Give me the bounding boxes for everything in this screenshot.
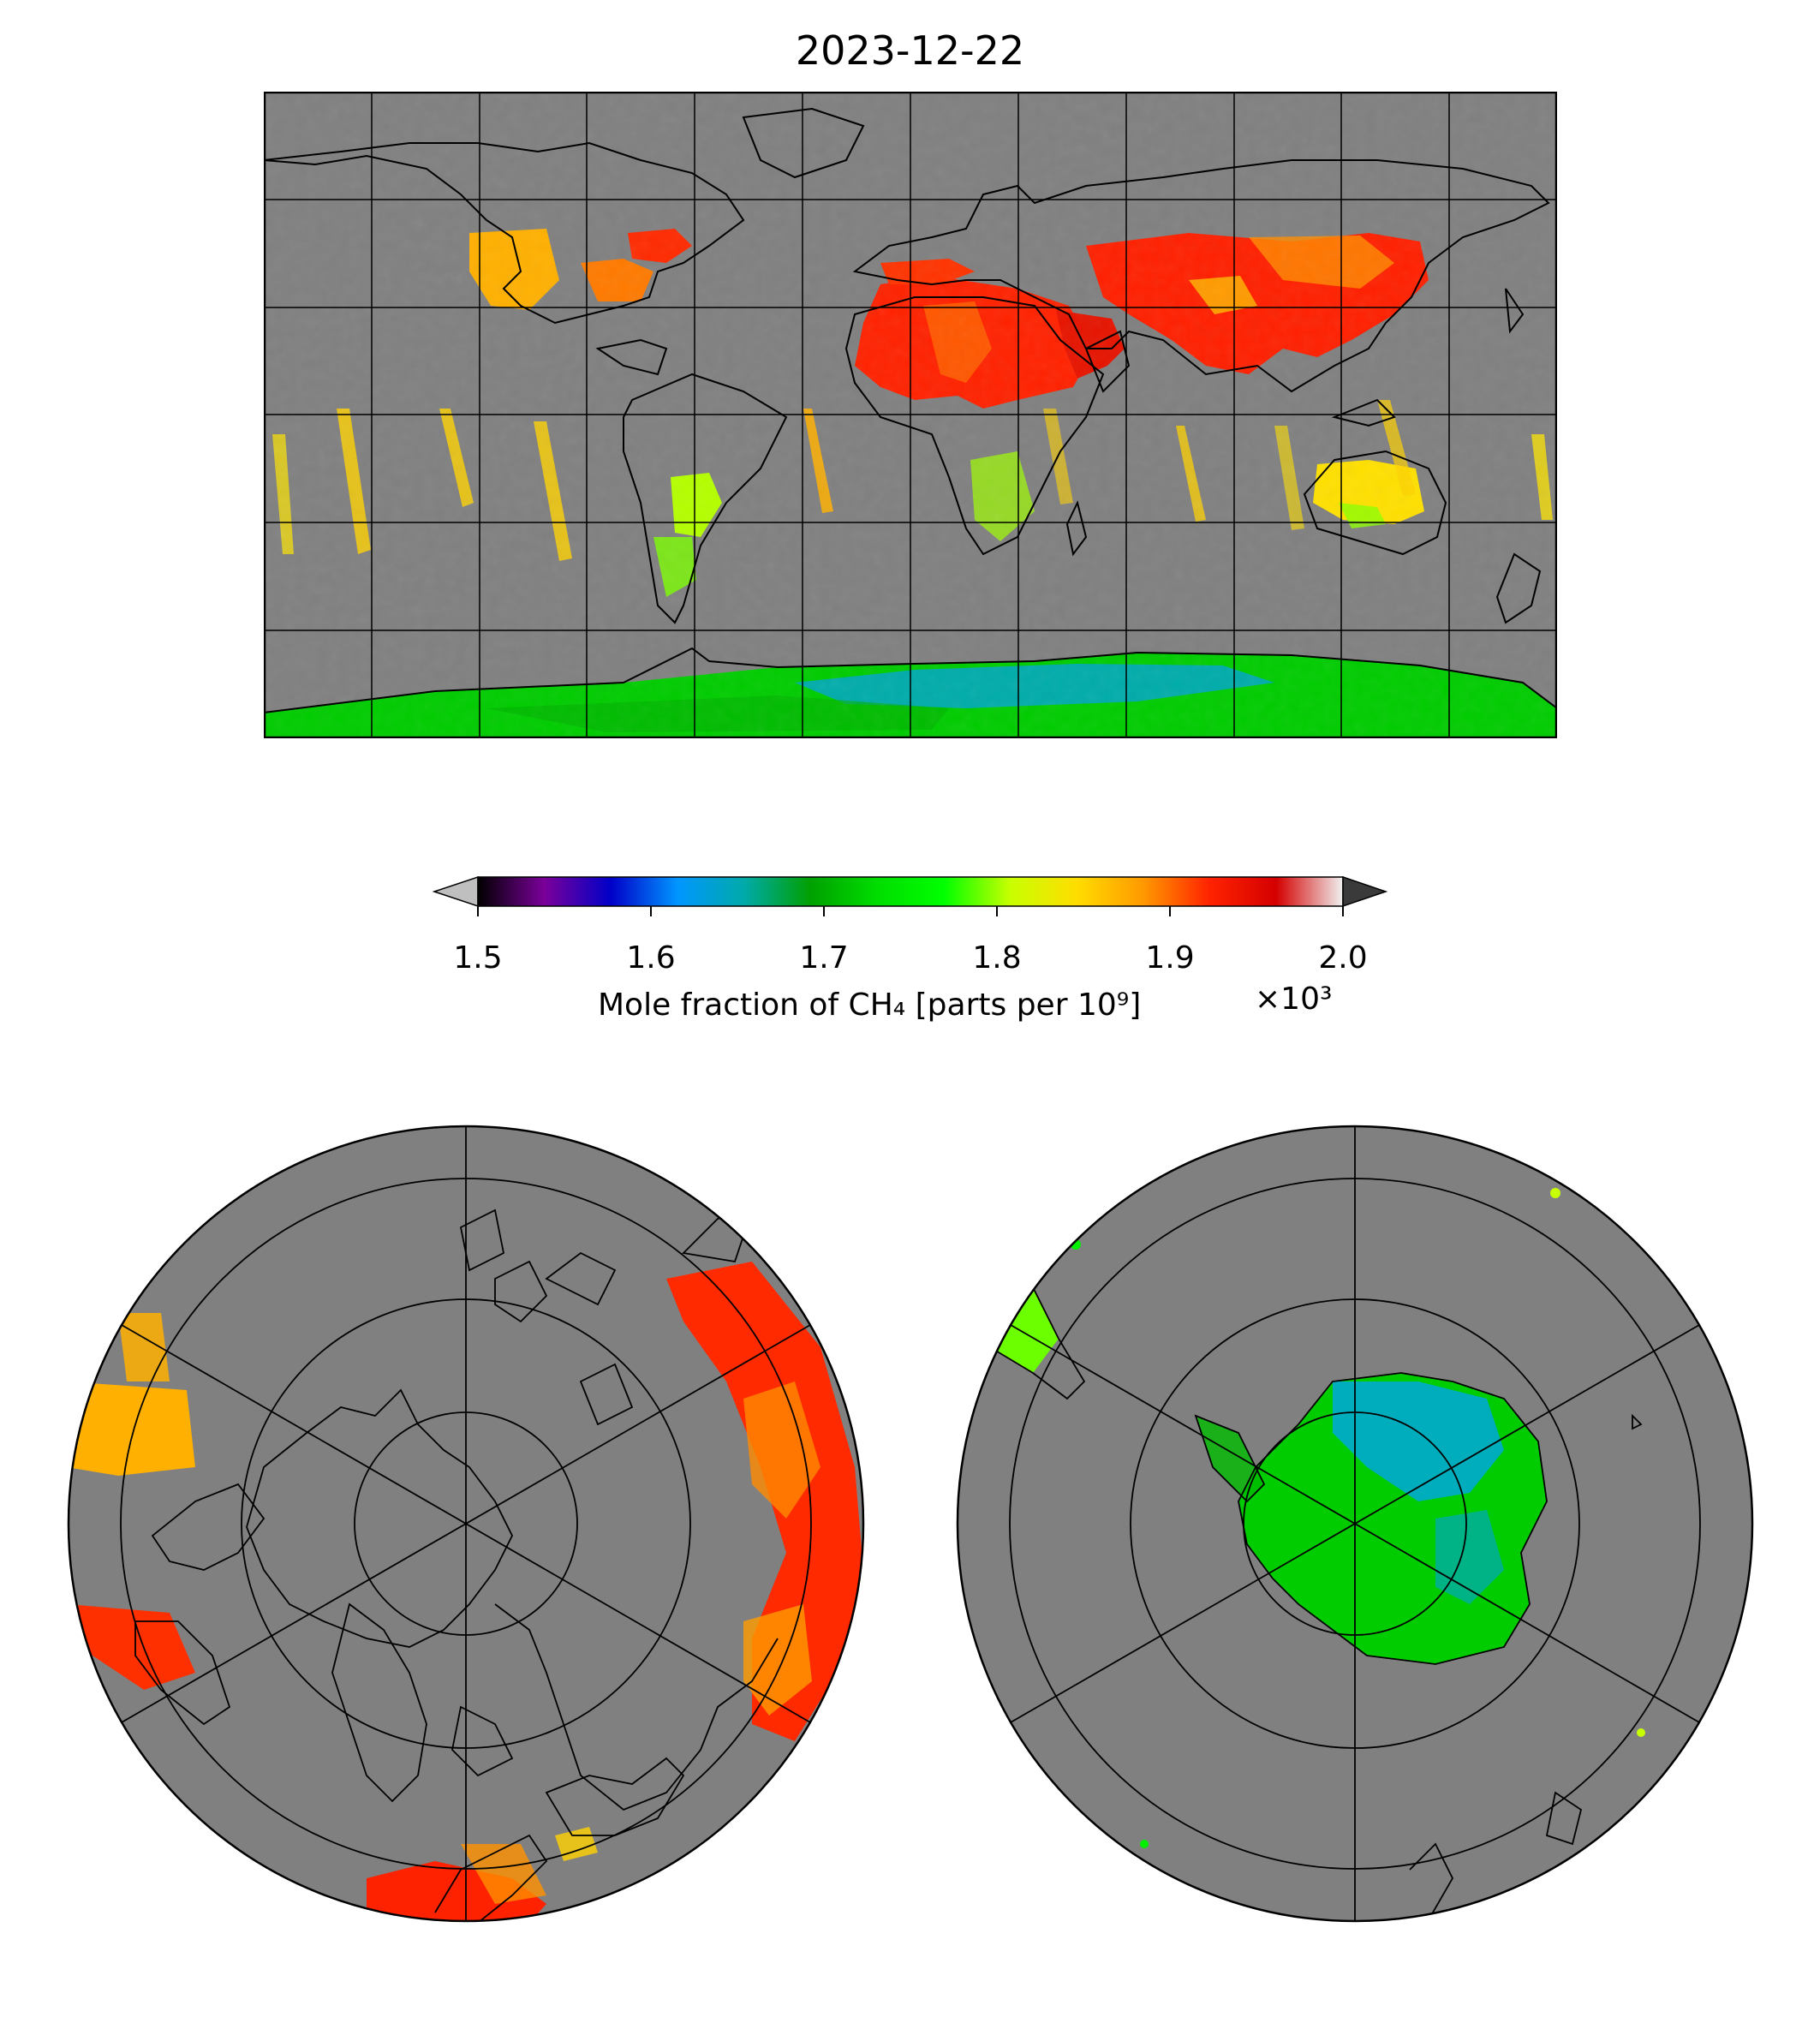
north-polar-map [67,1125,865,1923]
sp-map-frame [956,1125,1754,1923]
np-data-na-south [69,1604,195,1690]
sp-data-speck [1637,1728,1645,1737]
south-polar-map-svg [956,1125,1754,1923]
sp-data-antarctica-blue [1333,1381,1504,1501]
colorbar-tick-label: 1.8 [972,940,1022,976]
np-gridlines [120,1126,812,1921]
colorbar-tick-label: 1.5 [453,940,503,976]
colorbar-under-extension [432,875,479,908]
sp-data-speck [1140,1840,1149,1848]
colorbar-svg [432,875,1388,916]
np-data-na-west-2 [118,1313,170,1381]
world-map-frame [264,92,1557,738]
sp-data-peninsula [1196,1416,1264,1501]
south-polar-map [956,1125,1754,1923]
world-map [264,92,1557,738]
np-map-frame [67,1125,865,1923]
np-data-asia-orange-2 [743,1604,812,1716]
colorbar-tick-label: 2.0 [1318,940,1368,976]
colorbar-label: Mole fraction of CH₄ [parts per 10⁹] [598,988,1142,1023]
np-data-asia-orange [743,1381,820,1519]
north-polar-map-svg [67,1125,865,1923]
map-title: 2023-12-22 [795,27,1025,74]
np-data-asia-band [666,1262,863,1741]
sp-data-speck [1550,1188,1560,1198]
colorbar-tick-marks [477,906,1344,916]
world-map-svg [264,92,1557,738]
colorbar: 1.5 1.6 1.7 1.8 1.9 2.0 Mole fraction of… [428,872,1392,1052]
world-gridlines [264,92,1557,738]
colorbar-tick-label: 1.7 [799,940,849,976]
np-data-na-west [69,1381,195,1476]
colorbar-tick-label: 1.9 [1145,940,1195,976]
colorbar-multiplier: ×10³ [1255,982,1333,1017]
colorbar-gradient-bar [477,876,1344,907]
colorbar-tick-label: 1.6 [626,940,676,976]
sp-gridlines [1009,1126,1701,1921]
colorbar-over-extension [1342,875,1388,908]
